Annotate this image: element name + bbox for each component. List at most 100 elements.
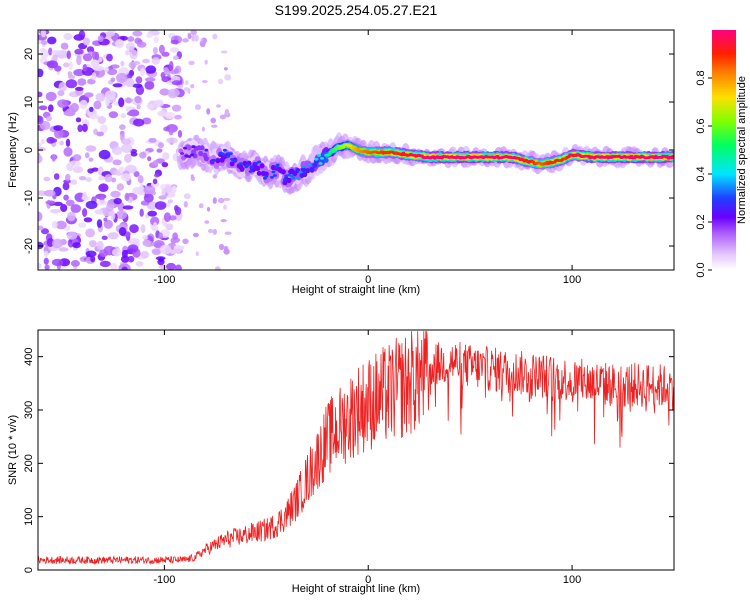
spectrogram-signal-cell (318, 162, 323, 165)
spectrogram-noise-cell (116, 72, 128, 83)
spectrogram-noise-cell (115, 210, 128, 220)
spectrogram-x-tick-label: -100 (153, 274, 175, 286)
spectrogram-noise-cell (82, 191, 87, 200)
spectrogram-noise-cell (78, 222, 87, 228)
colorbar-scale (712, 30, 736, 270)
spectrogram-noise-cell (111, 177, 117, 183)
spectrogram-signal-cell (317, 154, 322, 157)
spectrogram-noise-cell (190, 30, 197, 36)
spectrogram-noise-cell (118, 166, 126, 174)
spectrogram-noise-cell (113, 197, 122, 205)
spectrogram-noise-cell (65, 199, 75, 207)
spectrogram-noise-cell (97, 35, 104, 42)
spectrogram-noise-cell (139, 208, 144, 217)
spectrogram-signal-cell (215, 158, 221, 164)
spectrogram-noise-cell (144, 81, 155, 90)
spectrogram-noise-cell (164, 185, 173, 193)
spectrogram-y-tick-label: 20 (23, 48, 35, 60)
spectrogram-noise-cell (144, 77, 156, 82)
spectrogram-noise-cell (211, 124, 218, 128)
spectrogram-noise-cell (107, 232, 119, 240)
spectrogram-noise-cell (38, 211, 43, 222)
spectrogram-noise-cell (40, 30, 46, 38)
spectrogram-noise-cell (224, 108, 230, 116)
colorbar-tick-label: 0.4 (695, 166, 707, 181)
spectrogram-noise-cell (45, 91, 57, 102)
spectrogram-cells (38, 30, 674, 270)
spectrogram-noise-cell (83, 217, 93, 223)
spectrogram-noise-cell (163, 212, 171, 223)
spectrogram-noise-cell (96, 240, 104, 251)
spectrogram-noise-cell (163, 69, 171, 76)
spectrogram-noise-cell (38, 68, 44, 78)
spectrogram-signal-cell (256, 170, 262, 176)
spectrogram-noise-cell (217, 197, 225, 204)
spectrogram-noise-cell (38, 91, 43, 98)
spectrogram-noise-cell (173, 245, 183, 254)
spectrogram-noise-cell (133, 118, 145, 127)
spectrogram-noise-cell (77, 78, 87, 86)
spectrogram-noise-cell (151, 57, 161, 65)
colorbar-tick-label: 0.2 (695, 214, 707, 229)
spectrogram-noise-cell (161, 187, 166, 198)
spectrogram-noise-cell (190, 84, 195, 89)
spectrogram-noise-cell (46, 115, 52, 122)
spectrogram-noise-cell (198, 203, 204, 209)
spectrogram-noise-cell (85, 145, 97, 152)
spectrogram-noise-cell (185, 80, 189, 85)
spectrogram-noise-cell (60, 42, 69, 50)
spectrogram-signal-cell (282, 180, 288, 186)
spectrogram-signal-cell (245, 163, 250, 167)
snr-y-tick-label: 100 (23, 507, 35, 525)
spectrogram-noise-cell (171, 104, 182, 112)
spectrogram-noise-cell (66, 211, 76, 222)
spectrogram-noise-cell (157, 110, 168, 117)
spectrogram-noise-cell (120, 60, 125, 67)
spectrogram-noise-cell (108, 111, 119, 119)
spectrogram-noise-cell (154, 173, 160, 178)
spectrogram-noise-cell (92, 51, 97, 60)
spectrogram-signal-cell (250, 166, 254, 169)
spectrogram-signal-cell (302, 171, 308, 178)
spectrogram-noise-cell (70, 260, 80, 267)
spectrogram-noise-cell (40, 40, 48, 45)
spectrogram-noise-cell (120, 113, 127, 119)
spectrogram-noise-cell (220, 219, 227, 223)
spectrogram-noise-cell (96, 219, 103, 228)
spectrogram-noise-cell (158, 232, 164, 240)
spectrogram-noise-cell (154, 201, 167, 210)
spectrogram-signal-cell (264, 174, 269, 178)
spectrogram-noise-cell (89, 114, 100, 120)
spectrogram-noise-cell (81, 123, 88, 133)
spectrogram-y-axis-label: Frequency (Hz) (7, 112, 19, 188)
spectrogram-noise-cell (38, 154, 43, 164)
spectrogram-noise-cell (57, 99, 69, 108)
spectrogram-noise-cell (112, 83, 123, 88)
spectrogram-noise-cell (118, 97, 125, 108)
spectrogram-noise-cell (223, 248, 230, 255)
spectrogram-noise-cell (57, 90, 65, 97)
snr-y-tick-label: 300 (23, 401, 35, 419)
spectrogram-noise-cell (46, 60, 59, 69)
spectrogram-noise-cell (147, 210, 157, 217)
spectrogram-noise-cell (125, 42, 136, 51)
spectrogram-signal-cell (323, 157, 329, 163)
spectrogram-noise-cell (187, 33, 192, 40)
spectrogram-noise-cell (124, 97, 133, 104)
spectrogram-noise-cell (166, 262, 176, 270)
spectrogram-signal-cell (305, 168, 311, 174)
spectrogram-noise-cell (60, 204, 68, 212)
snr-y-tick-label: 0 (23, 567, 35, 573)
spectrogram-noise-cell (146, 32, 153, 38)
spectrogram-noise-cell (110, 262, 118, 270)
spectrogram-noise-cell (84, 92, 94, 98)
spectrogram-noise-cell (129, 49, 138, 60)
chart-title: S199.2025.254.05.27.E21 (275, 2, 438, 18)
spectrogram-noise-cell (139, 182, 144, 193)
spectrogram-noise-cell (90, 255, 96, 263)
spectrogram-signal-cell (203, 156, 209, 162)
snr-series-line (38, 331, 674, 566)
spectrogram-signal-cell (286, 177, 292, 183)
spectrogram-signal-cell (232, 159, 237, 163)
